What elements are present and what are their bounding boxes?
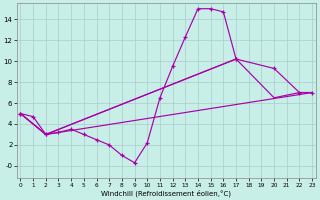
X-axis label: Windchill (Refroidissement éolien,°C): Windchill (Refroidissement éolien,°C) (101, 189, 231, 197)
